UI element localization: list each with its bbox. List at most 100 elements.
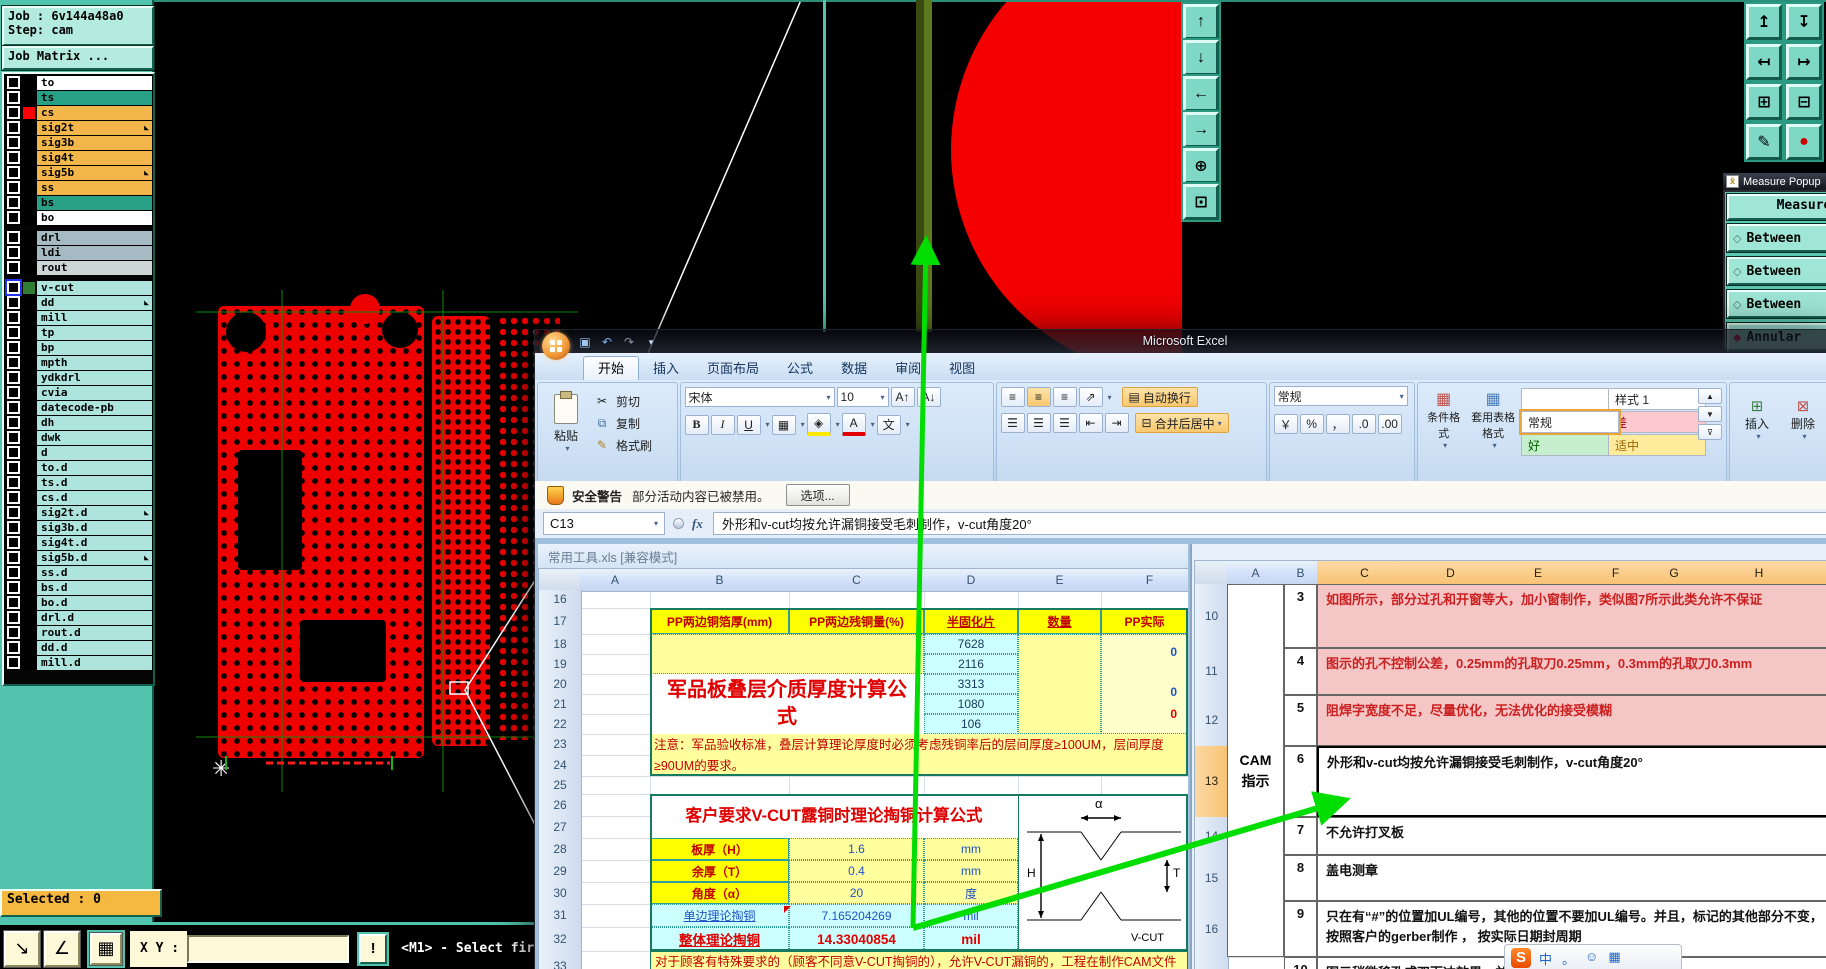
style-tile-0[interactable] [1521,388,1619,410]
format-as-table-button[interactable]: ▦ 套用表格格式 ▾ [1471,390,1516,450]
layer-name-label[interactable]: sig5b ◣ [37,165,152,180]
layer-visibility-checkbox[interactable] [7,371,20,384]
cell-B-row-7[interactable]: 7 [1284,817,1317,855]
layer-row-bo[interactable]: bo [5,210,152,225]
grid-snap-icon[interactable]: ▦ [89,931,123,966]
layer-name-label[interactable]: rout.d [37,625,152,640]
align-top-icon[interactable]: ≡ [1000,387,1025,407]
layer-row-mill[interactable]: mill [5,310,152,325]
cell-D21[interactable]: 1080 [924,694,1018,714]
font-size-combo[interactable]: 10 ▾ [836,387,889,407]
layer-color-swatch[interactable] [23,181,35,194]
layer-visibility-checkbox[interactable] [7,476,20,489]
measure-popup-titlebar[interactable]: x̄ Measure Popup [1723,173,1826,190]
tab-审阅[interactable]: 审阅 [895,361,922,376]
layer-color-swatch[interactable] [23,281,35,294]
layer-row-dwk[interactable]: dwk [5,430,152,445]
column-header-D[interactable]: D [924,568,1019,592]
layer-row-sig2t.d[interactable]: sig2t.d ◣ [5,505,152,520]
tab-页面布局[interactable]: 页面布局 [707,361,760,376]
measure-tool-icon[interactable]: ↘ [3,929,41,968]
grow-font-button[interactable]: A↑ [890,387,915,407]
row-header-31[interactable]: 31 [538,904,582,928]
cell-title-vcut[interactable]: 客户要求V-CUT露铜时理论掏铜计算公式 [650,794,1018,838]
cell-C-row-3[interactable]: 如图所示，部分过孔和开窗等大，加小窗制作，类似图7所示此类允许不保证 [1317,584,1826,648]
job-matrix-button[interactable]: Job Matrix ... [1,45,155,71]
paste-button[interactable]: 粘贴 ▾ [542,386,590,460]
layer-color-swatch[interactable] [23,476,35,489]
layer-name-label[interactable]: to.d [37,460,152,475]
layer-row-sig5b.d[interactable]: sig5b.d ◣ [5,550,152,565]
column-header-B[interactable]: B [1284,560,1318,586]
row-header-22[interactable]: 22 [538,714,582,735]
layer-visibility-checkbox[interactable] [7,166,20,179]
layer-visibility-checkbox[interactable] [7,231,20,244]
cell-C32[interactable]: 14.33040854 [789,927,924,951]
layer-row-sig4t.d[interactable]: sig4t.d [5,535,152,550]
layer-visibility-checkbox[interactable] [7,281,20,294]
layer-name-label[interactable]: bo.d [37,595,152,610]
number-icon-3[interactable]: .0 [1351,414,1376,434]
layer-row-rout[interactable]: rout [5,260,152,275]
align-middle-icon[interactable]: ≡ [1026,387,1051,407]
row-header-20[interactable]: 20 [538,674,582,695]
cell-D29[interactable]: mm [924,860,1018,882]
ime-item-2[interactable]: ☺ [1585,948,1599,964]
layer-name-label[interactable]: mpth [37,355,152,370]
column-header-G[interactable]: G [1644,560,1705,587]
column-header-F[interactable]: F [1101,568,1188,592]
layer-name-label[interactable]: sig3b.d [37,520,152,535]
number-format-combo[interactable]: 常规 ▾ [1273,386,1408,406]
layer-row-v-cut[interactable]: v-cut [5,280,152,295]
layer-row-bo.d[interactable]: bo.d [5,595,152,610]
layer-color-swatch[interactable] [23,231,35,244]
layer-color-swatch[interactable] [23,341,35,354]
cell-C31[interactable]: 7.165204269 [789,904,924,927]
align-right-icon[interactable]: ☰ [1052,413,1077,433]
xy-input[interactable] [187,934,350,963]
row-header-13[interactable]: 13 [1194,746,1230,818]
cell-D20[interactable]: 3313 [924,674,1018,694]
cell-B-row-3[interactable]: 3 [1284,584,1317,648]
layer-visibility-checkbox[interactable] [7,521,20,534]
cell-B-row-9[interactable]: 9 [1284,901,1317,957]
style-tile-1[interactable]: 样式 1 [1608,388,1706,410]
layer-color-swatch[interactable] [23,356,35,369]
layer-row-ss[interactable]: ss [5,180,152,195]
cell-A-cam-note[interactable]: CAM 指示 [1227,584,1284,957]
layer-color-swatch[interactable] [23,536,35,549]
layer-color-swatch[interactable] [23,296,35,309]
layer-row-ydkdrl[interactable]: ydkdrl [5,370,152,385]
cell-E18-E22[interactable] [1018,634,1101,734]
cell-C30[interactable]: 20 [789,882,924,904]
layer-name-label[interactable]: tp [37,325,152,340]
column-header-I[interactable]: I [1814,560,1826,587]
layer-visibility-checkbox[interactable] [7,551,20,564]
layer-color-swatch[interactable] [23,311,35,324]
row-header-16[interactable]: 16 [1194,901,1229,958]
layer-row-datecode-pb[interactable]: datecode-pb [5,400,152,415]
layer-name-label[interactable]: sig2t.d ◣ [37,505,152,520]
row-header-26[interactable]: 26 [538,794,582,817]
layer-name-label[interactable]: to [37,75,152,90]
layer-name-label[interactable]: sig4t.d [37,535,152,550]
cell-D17[interactable]: 半固化片 [924,608,1018,634]
layer-color-swatch[interactable] [23,521,35,534]
layer-color-swatch[interactable] [23,551,35,564]
layer-color-swatch[interactable] [23,91,35,104]
cell-C-row-8[interactable]: 盖电测章 [1317,855,1826,901]
cell-F17[interactable]: PP实际 [1101,608,1188,634]
gallery-up-icon[interactable]: ▲ [1698,388,1722,404]
layer-name-label[interactable]: dd ◣ [37,295,152,310]
layer-name-label[interactable]: bs.d [37,580,152,595]
column-header-E[interactable]: E [1489,560,1588,587]
style-tile-2[interactable]: 常规 [1519,409,1621,435]
layer-visibility-checkbox[interactable] [7,151,20,164]
view-right-button[interactable]: ↦ [1784,42,1824,82]
italic-button[interactable]: I [710,414,735,435]
pan-right-button[interactable]: → [1181,110,1221,150]
layer-name-label[interactable]: cvia [37,385,152,400]
number-icon-0[interactable]: ￥ [1273,414,1298,434]
alert-button[interactable]: ! [359,933,388,964]
format-painter-button[interactable]: 格式刷 [616,438,653,453]
